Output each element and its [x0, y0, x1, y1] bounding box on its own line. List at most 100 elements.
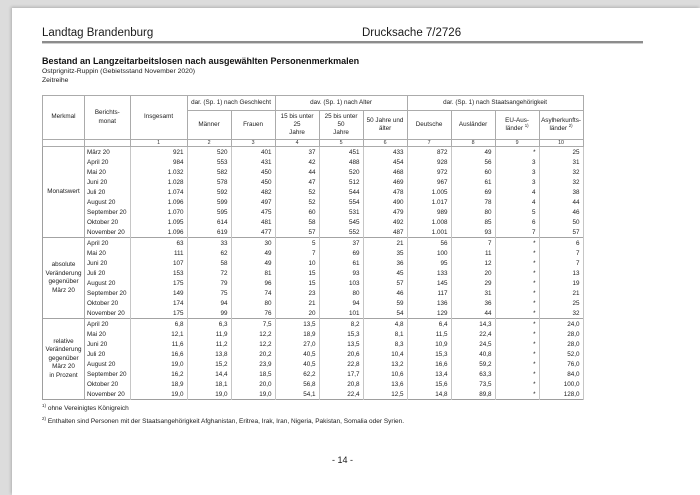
value-cell: 12,2 — [230, 339, 276, 349]
value-cell: 40,8 — [450, 349, 496, 359]
value-cell: 57 — [538, 227, 584, 238]
value-cell: 1.005 — [406, 187, 452, 197]
value-cell: 595 — [186, 207, 232, 217]
table-row: Mai 20 111 62 49 7 69 35 100 11 * 7 — [43, 248, 584, 258]
table-row: Oktober 20 174 94 80 21 94 59 136 36 * 25 — [43, 298, 584, 308]
value-cell: 6,8 — [129, 318, 188, 329]
page-title: Bestand an Langzeitarbeitslosen nach aus… — [42, 56, 360, 66]
value-cell: 16,6 — [129, 349, 188, 359]
value-cell: 11,2 — [186, 339, 232, 349]
value-cell: * — [494, 258, 540, 268]
header-row-sub: Männer Frauen 15 bis unter 25 Jahre 25 bis … — [43, 110, 584, 140]
value-cell: * — [494, 298, 540, 308]
col-number: 4 — [274, 139, 320, 147]
value-cell: 136 — [406, 298, 452, 308]
month-cell: Mai 20 — [84, 329, 131, 339]
value-cell: 149 — [129, 288, 188, 298]
col-group-header: dar. (Sp. 1) nach Staatsangehörigkeit — [406, 95, 584, 111]
value-cell: 32 — [538, 167, 584, 177]
value-cell: 490 — [362, 197, 408, 207]
month-cell: April 20 — [84, 157, 131, 167]
value-cell: 7,5 — [230, 318, 276, 329]
value-cell: 85 — [450, 217, 496, 227]
table-section: relative Veränderung gegenüber März 20 i… — [42, 318, 584, 400]
value-cell: 50 — [538, 217, 584, 227]
value-cell: * — [494, 359, 540, 369]
table-row: Juni 20 107 58 49 10 61 36 95 12 * 7 — [43, 258, 584, 268]
value-cell: 4,8 — [362, 318, 408, 329]
value-cell: 13,5 — [274, 318, 320, 329]
value-cell: 28,0 — [538, 329, 584, 339]
value-cell: 7 — [450, 237, 496, 248]
table-head: Merkmal Berichts- monat Insgesamt dar. (Sp.… — [42, 95, 584, 147]
value-cell: 175 — [129, 308, 188, 319]
value-cell: 25 — [538, 298, 584, 308]
month-cell: Oktober 20 — [84, 217, 131, 227]
value-cell: 36 — [450, 298, 496, 308]
value-cell: 40,5 — [274, 349, 320, 359]
value-cell: 62,2 — [274, 369, 320, 379]
value-cell: 46 — [362, 288, 408, 298]
value-cell: 61 — [318, 258, 364, 268]
value-cell: 60 — [274, 207, 320, 217]
value-cell: 872 — [406, 146, 452, 157]
value-cell: 57 — [362, 278, 408, 288]
month-cell: September 20 — [84, 288, 131, 298]
month-cell: April 20 — [84, 237, 131, 248]
value-cell: 52 — [274, 187, 320, 197]
value-cell: 8,1 — [362, 329, 408, 339]
value-cell: 4 — [494, 187, 540, 197]
month-cell: Oktober 20 — [84, 298, 131, 308]
value-cell: 554 — [318, 197, 364, 207]
footnote-2-text: Enthalten sind Personen mit der Staatsan… — [47, 418, 405, 426]
col-number: 3 — [230, 139, 276, 147]
value-cell: 56,8 — [274, 379, 320, 389]
value-cell: 19,0 — [129, 359, 188, 369]
value-cell: 1.017 — [406, 197, 452, 207]
value-cell: 3 — [494, 167, 540, 177]
value-cell: * — [494, 248, 540, 258]
value-cell: 100 — [406, 248, 452, 258]
value-cell: 33 — [186, 237, 232, 248]
value-cell: 76 — [230, 308, 276, 319]
value-cell: 1.028 — [129, 177, 188, 187]
value-cell: 20 — [450, 268, 496, 278]
value-cell: 117 — [406, 288, 452, 298]
value-cell: 6,4 — [406, 318, 452, 329]
value-cell: 59 — [362, 298, 408, 308]
value-cell: 552 — [318, 227, 364, 238]
col-header: EU-Aus- länder 1) — [494, 110, 540, 140]
value-cell: 73,5 — [450, 379, 496, 389]
value-cell: 31 — [450, 288, 496, 298]
col-number: 2 — [186, 139, 232, 147]
value-cell: 94 — [318, 298, 364, 308]
value-cell: 32 — [538, 177, 584, 187]
value-cell: 1.032 — [129, 167, 188, 177]
month-cell: Juli 20 — [84, 187, 131, 197]
value-cell: 79 — [186, 278, 232, 288]
value-cell: 6 — [538, 237, 584, 248]
value-cell: 20,2 — [230, 349, 276, 359]
value-cell: 18,5 — [230, 369, 276, 379]
value-cell: 111 — [129, 248, 188, 258]
value-cell: 553 — [186, 157, 232, 167]
value-cell: 52 — [274, 197, 320, 207]
region-line: Ostprignitz-Ruppin (Gebietsstand Novembe… — [42, 68, 196, 75]
document-header-right: Drucksache 7/2726 — [362, 27, 462, 39]
value-cell: 72 — [186, 268, 232, 278]
value-cell: 15,3 — [406, 349, 452, 359]
value-cell: 7 — [538, 248, 584, 258]
value-cell: 54 — [362, 308, 408, 319]
value-cell: 153 — [129, 268, 188, 278]
col-number: 9 — [494, 139, 540, 147]
value-cell: 100,0 — [538, 379, 584, 389]
value-cell: 450 — [230, 177, 276, 187]
value-cell: 8,2 — [318, 318, 364, 329]
value-cell: 497 — [230, 197, 276, 207]
value-cell: 11,5 — [406, 329, 452, 339]
value-cell: 25 — [538, 146, 584, 157]
value-cell: 59,2 — [450, 359, 496, 369]
col-header-insgesamt: Insgesamt — [129, 95, 188, 140]
table-row: August 20 175 79 96 15 103 57 145 29 * 19 — [43, 278, 584, 288]
header-row-numbers: 1 2 3 4 5 6 7 8 9 10 — [42, 139, 584, 147]
